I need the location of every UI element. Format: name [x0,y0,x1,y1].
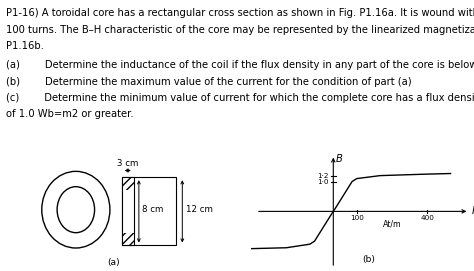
Text: 400: 400 [420,215,434,221]
Bar [122,177,176,246]
Text: (b)        Determine the maximum value of the current for the condition of part : (b) Determine the maximum value of the c… [6,77,411,87]
Bar [122,233,134,246]
Text: P1-16) A toroidal core has a rectangular cross section as shown in Fig. P1.16a. : P1-16) A toroidal core has a rectangular… [6,8,474,18]
Text: H: H [472,207,474,216]
Text: B: B [336,154,343,164]
Text: (a): (a) [107,258,119,267]
Text: 100 turns. The B–H characteristic of the core may be represented by the lineariz: 100 turns. The B–H characteristic of the… [6,25,474,34]
Text: P1.16b.: P1.16b. [6,41,44,51]
Text: (b): (b) [362,254,375,263]
Text: 1·0: 1·0 [318,179,329,185]
Text: of 1.0 Wb=m2 or greater.: of 1.0 Wb=m2 or greater. [6,109,133,120]
Text: 12 cm: 12 cm [186,205,212,214]
Text: (c)        Determine the minimum value of current for which the complete core ha: (c) Determine the minimum value of curre… [6,93,474,103]
Text: (a)        Determine the inductance of the coil if the flux density in any part : (a) Determine the inductance of the coil… [6,60,474,70]
Text: 3 cm: 3 cm [117,159,138,168]
Text: 8 cm: 8 cm [142,205,164,214]
Text: At/m: At/m [383,220,401,229]
Bar [122,177,134,190]
Text: 1·2: 1·2 [318,173,329,179]
Text: 100: 100 [350,215,364,221]
Bar [122,177,134,246]
